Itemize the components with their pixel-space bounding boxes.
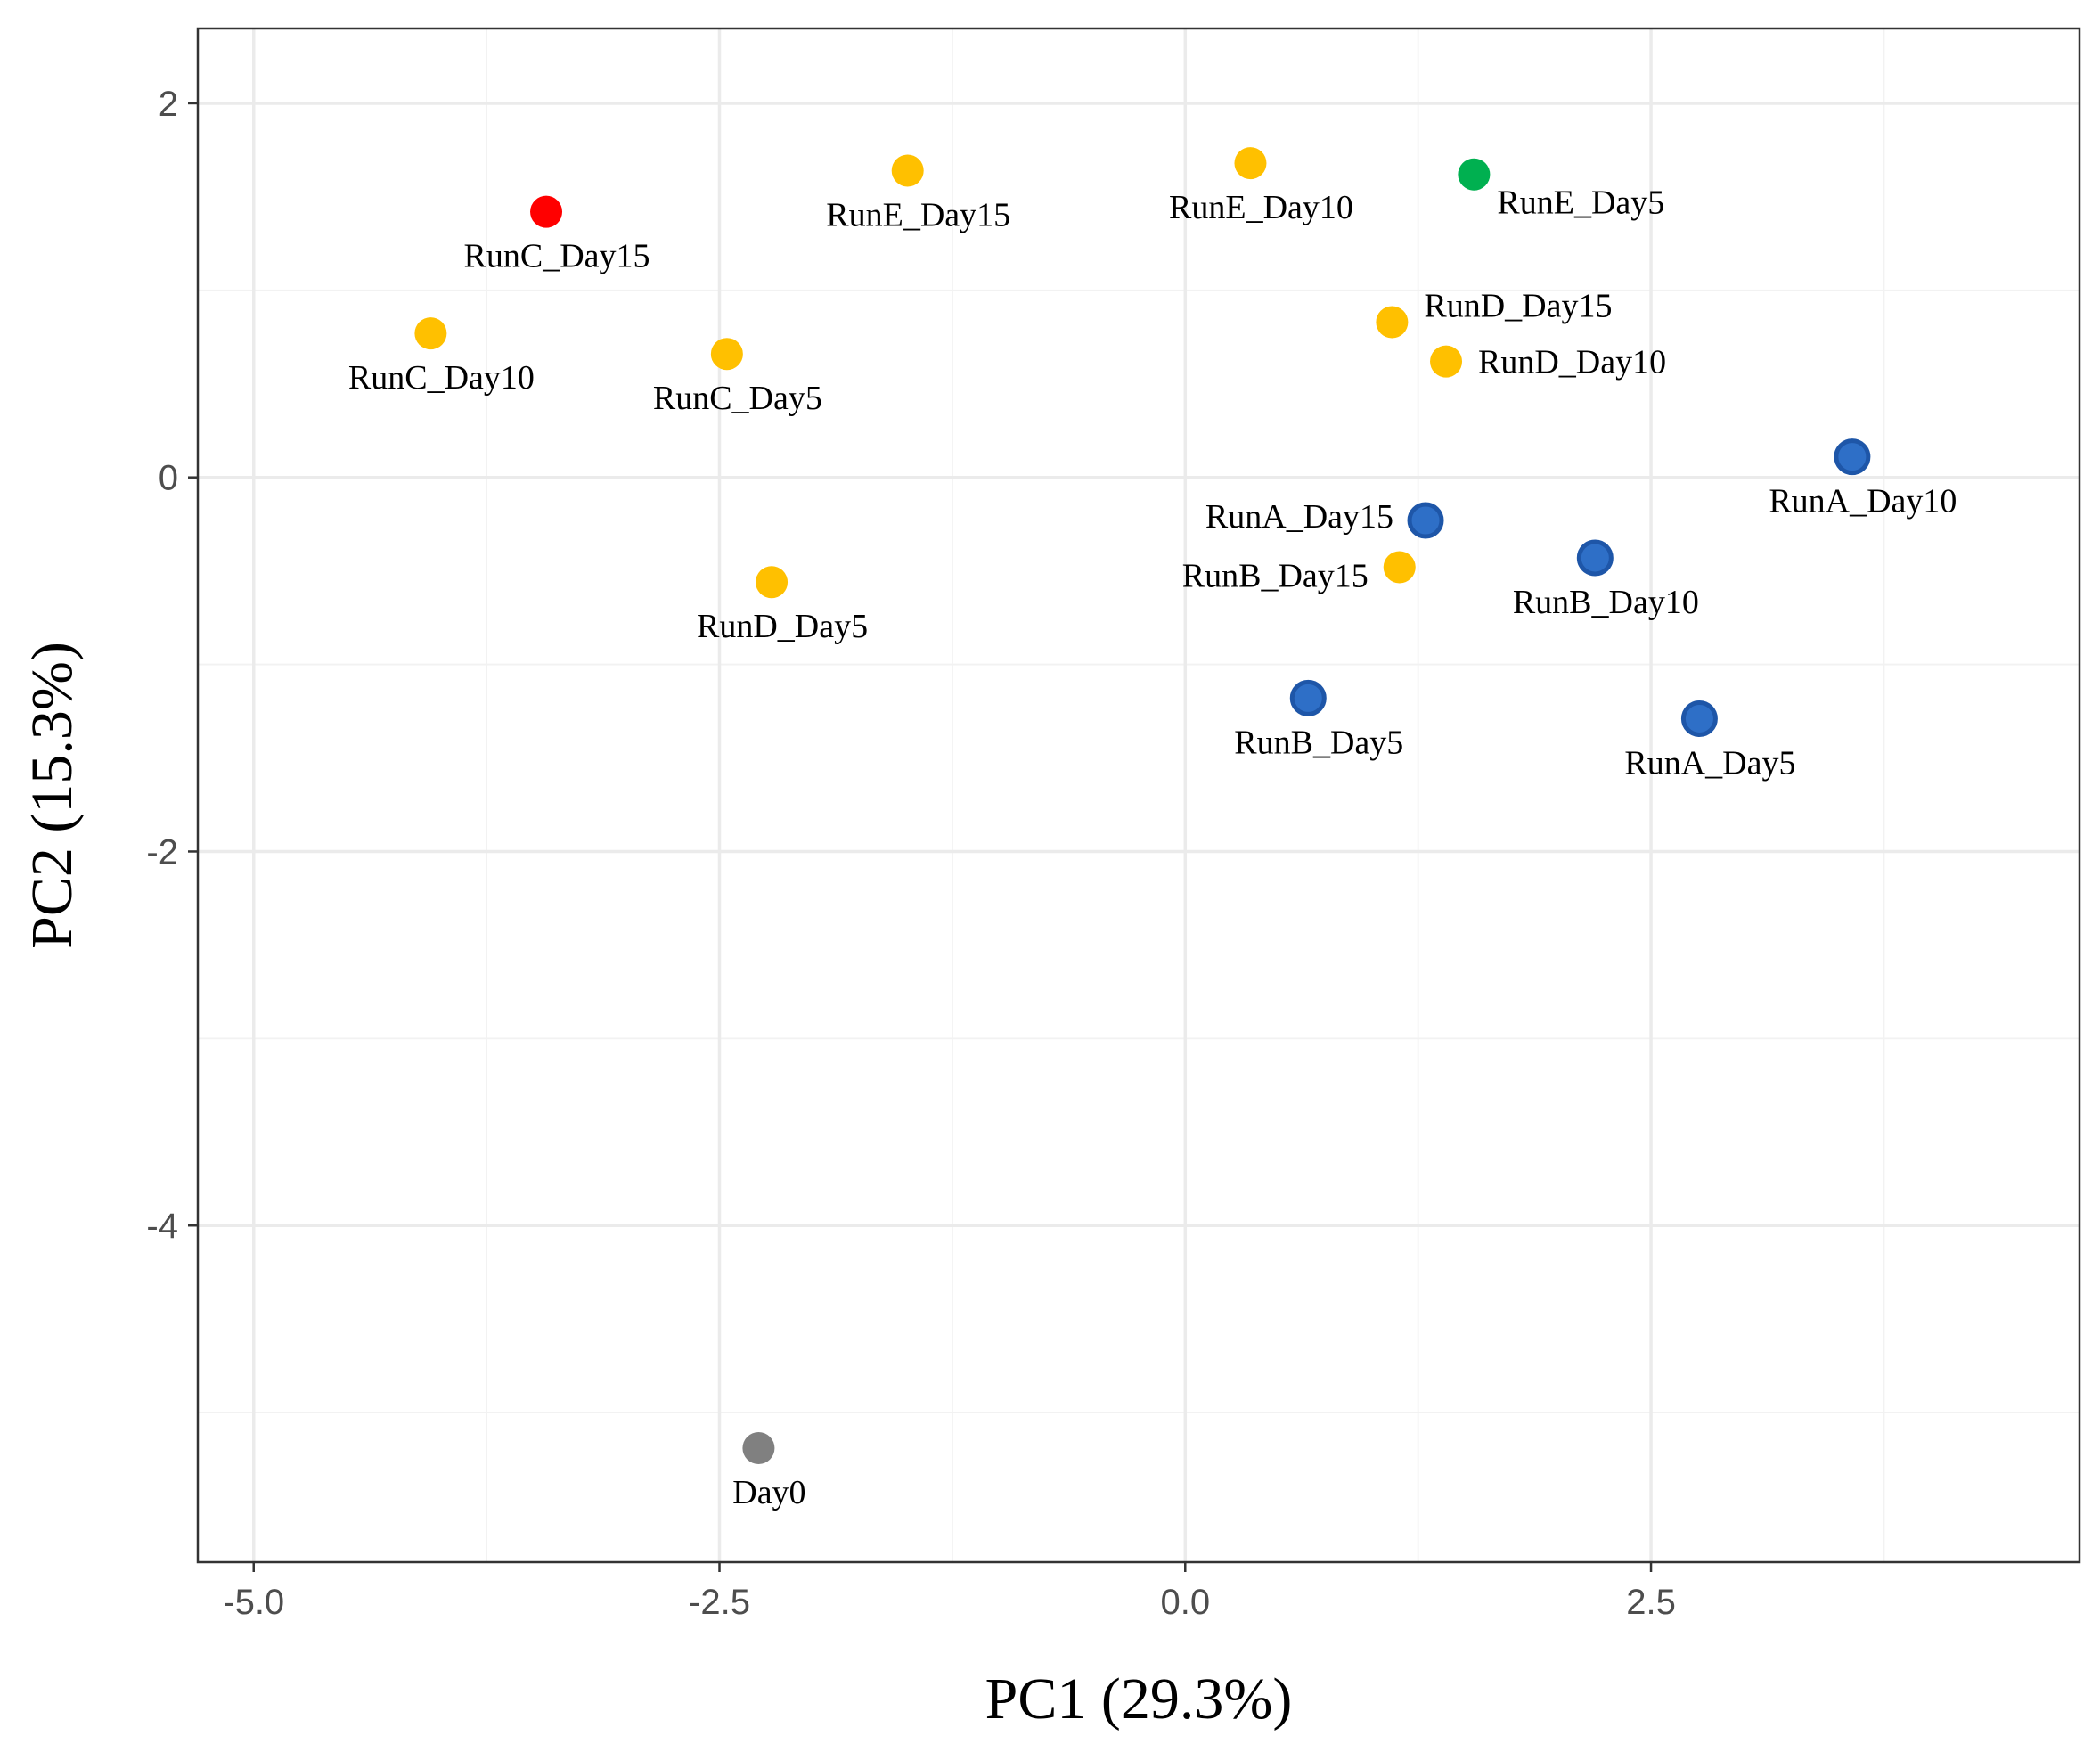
data-point-runa-day15 <box>1407 502 1444 539</box>
major-gridlines <box>198 29 2080 1562</box>
data-point-rune-day15 <box>891 154 924 187</box>
point-label-rund-day15: RunD_Day15 <box>1424 288 1612 325</box>
data-points <box>414 147 1871 1464</box>
data-point-rund-day5 <box>756 566 789 599</box>
point-labels: RunC_Day15 RunE_Day15 RunE_Day10 RunE_Day5 R… <box>348 184 1957 1511</box>
point-label-runb-day10: RunB_Day10 <box>1513 584 1699 621</box>
data-point-runa-day10 <box>1834 438 1871 476</box>
data-point-runb-day5 <box>1289 679 1327 716</box>
data-point-day0 <box>742 1431 775 1464</box>
y-tick-label: -2 <box>146 832 178 872</box>
x-axis-ticks: -5.0 -2.5 0.0 2.5 <box>223 1562 1676 1622</box>
data-point-runa-day5 <box>1680 700 1718 737</box>
data-point-runb-day10 <box>1576 539 1614 577</box>
point-label-rune-day15: RunE_Day15 <box>826 197 1010 234</box>
data-point-rund-day15 <box>1376 306 1409 339</box>
point-label-rune-day5: RunE_Day5 <box>1497 184 1664 222</box>
data-point-runc-day10 <box>414 317 447 350</box>
x-tick-label: 0.0 <box>1160 1583 1210 1622</box>
point-label-runb-day5: RunB_Day5 <box>1234 724 1403 761</box>
x-axis-title: PC1 (29.3%) <box>985 1666 1293 1732</box>
data-point-runc-day5 <box>710 338 743 371</box>
x-tick-label: -2.5 <box>689 1583 750 1622</box>
point-label-day0: Day0 <box>732 1474 805 1511</box>
panel-border <box>196 27 2081 1564</box>
data-point-rune-day5 <box>1458 158 1491 191</box>
point-label-runc-day15: RunC_Day15 <box>464 238 650 275</box>
point-label-runc-day5: RunC_Day5 <box>653 380 822 417</box>
data-point-runc-day15 <box>530 195 563 228</box>
point-label-runc-day10: RunC_Day10 <box>348 359 535 397</box>
data-point-rund-day10 <box>1430 345 1463 378</box>
point-label-runa-day10: RunA_Day10 <box>1769 483 1957 520</box>
y-tick-label: 2 <box>159 85 178 124</box>
y-axis-title: PC2 (15.3%) <box>20 642 85 949</box>
minor-gridlines <box>198 29 2080 1562</box>
x-tick-label: -5.0 <box>223 1583 284 1622</box>
data-point-rune-day10 <box>1234 147 1267 180</box>
point-label-rund-day10: RunD_Day10 <box>1478 344 1666 381</box>
y-axis-ticks: -4 -2 0 2 <box>146 85 198 1246</box>
point-label-rune-day10: RunE_Day10 <box>1169 189 1353 226</box>
y-tick-label: -4 <box>146 1207 178 1246</box>
x-tick-label: 2.5 <box>1626 1583 1676 1622</box>
point-label-runa-day15: RunA_Day15 <box>1205 498 1393 536</box>
point-label-runa-day5: RunA_Day5 <box>1624 744 1795 782</box>
point-label-runb-day15: RunB_Day15 <box>1182 557 1369 594</box>
y-tick-label: 0 <box>159 459 178 498</box>
data-point-runb-day15 <box>1383 551 1416 584</box>
point-label-rund-day5: RunD_Day5 <box>697 608 868 645</box>
